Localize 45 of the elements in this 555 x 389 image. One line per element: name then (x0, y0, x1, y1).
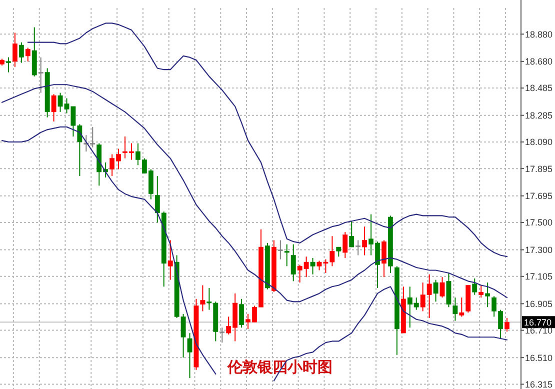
candlestick (310, 257, 316, 275)
candlestick (239, 298, 244, 328)
ytick: 17.500 (525, 218, 553, 228)
candlestick (382, 240, 386, 278)
candlestick (25, 47, 30, 62)
candlestick (187, 332, 192, 379)
ytick: 17.105 (525, 272, 553, 282)
candlestick (452, 297, 458, 322)
candlestick (18, 42, 24, 64)
candlestick (51, 94, 56, 122)
candlestick (504, 318, 510, 332)
candlestick (446, 272, 452, 308)
candlestick (349, 220, 354, 248)
candlestick (6, 56, 11, 73)
ytick: 17.895 (525, 164, 553, 174)
candlestick (356, 240, 361, 256)
candlestick (168, 240, 173, 280)
ytick: 16.315 (525, 379, 553, 389)
ytick: 16.710 (525, 326, 553, 336)
candlestick (342, 232, 348, 258)
candlestick (290, 244, 296, 282)
candlestick (200, 284, 206, 312)
candlestick (284, 244, 290, 267)
candlestick (440, 276, 445, 298)
ytick: 16.510 (525, 352, 553, 363)
candlestick (336, 246, 342, 258)
candlestick (278, 240, 283, 260)
candlestick (362, 226, 368, 256)
ref-label: 16.770 (524, 317, 552, 328)
candlestick (485, 282, 490, 308)
ytick: 18.285 (525, 110, 553, 121)
ytick: 17.695 (525, 191, 553, 202)
candlestick (478, 284, 484, 298)
candlestick (472, 278, 478, 296)
ytick: 17.300 (525, 244, 553, 255)
ytick: 18.485 (525, 83, 553, 94)
candlestick (12, 32, 18, 68)
candlestick (433, 279, 438, 302)
ytick: 18.880 (525, 29, 553, 40)
candlestick (38, 56, 44, 94)
ytick: 18.090 (525, 137, 553, 148)
candlestick (220, 327, 225, 344)
ytick: 16.905 (525, 298, 553, 309)
ytick: 18.680 (525, 56, 553, 67)
candlestick (459, 297, 464, 318)
